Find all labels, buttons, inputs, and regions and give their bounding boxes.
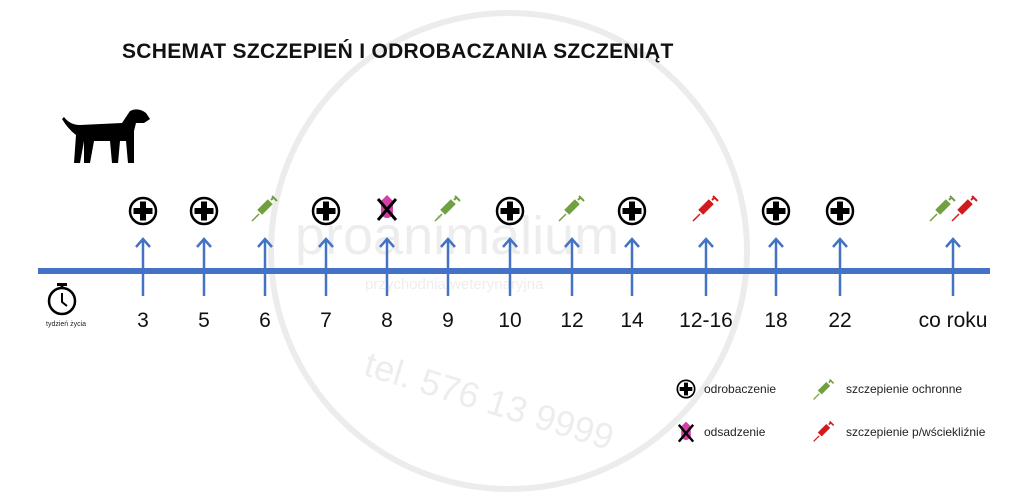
deworm-icon [130, 198, 156, 224]
stopwatch-icon [47, 283, 77, 316]
week-label: 12-16 [679, 309, 733, 332]
week-label: 8 [381, 309, 393, 332]
vaccine-icon [559, 196, 584, 221]
weaning-icon [378, 195, 396, 220]
deworm-icon [763, 198, 789, 224]
week-label: 18 [764, 309, 788, 332]
deworm-icon [497, 198, 523, 224]
legend-deworm-icon [676, 379, 696, 399]
vaccine-icon [252, 196, 277, 221]
axis-caption: tydzień życia [46, 321, 87, 328]
event-arrow-5 [196, 237, 212, 296]
deworm-icon [619, 198, 645, 224]
week-label: 12 [560, 309, 584, 332]
event-arrow-3 [135, 237, 151, 296]
event-arrow-6 [257, 237, 273, 296]
event-arrow-12 [564, 237, 580, 296]
vaccine-icon [930, 196, 955, 221]
rabies-icon [693, 196, 718, 221]
legend-weaning-label: odsadzenie [704, 425, 766, 439]
week-label: co roku [918, 309, 988, 332]
week-label: 22 [828, 309, 852, 332]
deworm-icon [313, 198, 339, 224]
event-arrow-22 [832, 237, 848, 296]
week-label: 5 [198, 309, 210, 332]
legend-weaning-icon [676, 420, 696, 444]
page-title: SCHEMAT SZCZEPIEŃ I ODROBACZANIA SZCZENI… [122, 40, 674, 63]
week-label: 7 [320, 309, 332, 332]
event-arrow-9 [440, 237, 456, 296]
legend-vaccine-icon [812, 377, 836, 401]
deworm-icon [827, 198, 853, 224]
week-label: 6 [259, 309, 271, 332]
timeline [38, 0, 990, 296]
rabies-icon [952, 196, 977, 221]
dog-icon [62, 109, 150, 163]
week-label: 3 [137, 309, 149, 332]
legend-deworm-label: odrobaczenie [704, 382, 777, 396]
deworm-icon [191, 198, 217, 224]
event-arrow-co-roku [945, 237, 961, 296]
vaccine-icon [435, 196, 460, 221]
week-label: 14 [620, 309, 644, 332]
event-arrow-14 [624, 237, 640, 296]
legend-rabies-label: szczepienie p/wściekliźnie [846, 425, 986, 439]
week-label: 10 [498, 309, 522, 332]
event-arrow-18 [768, 237, 784, 296]
legend-rabies-icon [812, 419, 836, 443]
event-arrow-10 [502, 237, 518, 296]
week-label: 9 [442, 309, 454, 332]
legend-vaccine-label: szczepienie ochronne [846, 382, 963, 396]
event-arrow-12-16 [698, 237, 714, 296]
event-arrow-7 [318, 237, 334, 296]
event-arrow-8 [379, 237, 395, 296]
